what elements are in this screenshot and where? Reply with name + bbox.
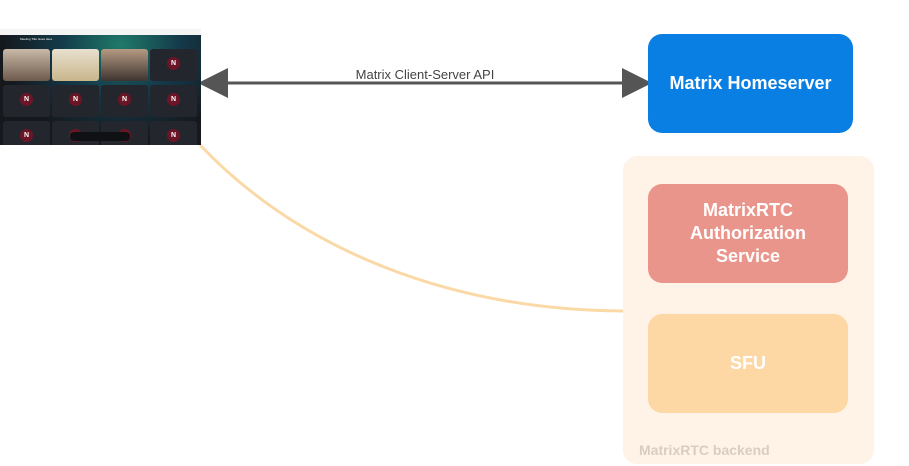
avatar-tile: N: [52, 85, 99, 117]
video-tile: [3, 49, 50, 81]
backend-label: MatrixRTC backend: [639, 442, 770, 458]
call-controls: [70, 132, 130, 141]
matrix-homeserver: Matrix Homeserver: [648, 34, 853, 133]
sfu: SFU: [648, 314, 848, 413]
avatar-tile: N: [150, 85, 197, 117]
avatar-tile: N: [150, 49, 197, 81]
avatar-tile: N: [150, 121, 197, 145]
meeting-title: Meeting Title Goes Here: [20, 37, 53, 41]
api-label: Matrix Client-Server API: [355, 67, 495, 82]
video-tile: [52, 49, 99, 81]
matrixrtc-authorization-service: MatrixRTC Authorization Service: [648, 184, 848, 283]
video-tile: [101, 49, 148, 81]
sfu-label: SFU: [730, 353, 766, 373]
avatar-tile: N: [3, 85, 50, 117]
homeserver-label: Matrix Homeserver: [669, 73, 832, 93]
avatar-tile: N: [101, 85, 148, 117]
avatar-tile: N: [3, 121, 50, 145]
browser-toolbar: [0, 29, 201, 35]
element-call-screenshot: Meeting Title Goes Here N N N N N N N N …: [0, 29, 201, 145]
client-to-backend-connection: [198, 143, 624, 313]
auth-service-label: MatrixRTC Authorization Service: [690, 200, 806, 266]
